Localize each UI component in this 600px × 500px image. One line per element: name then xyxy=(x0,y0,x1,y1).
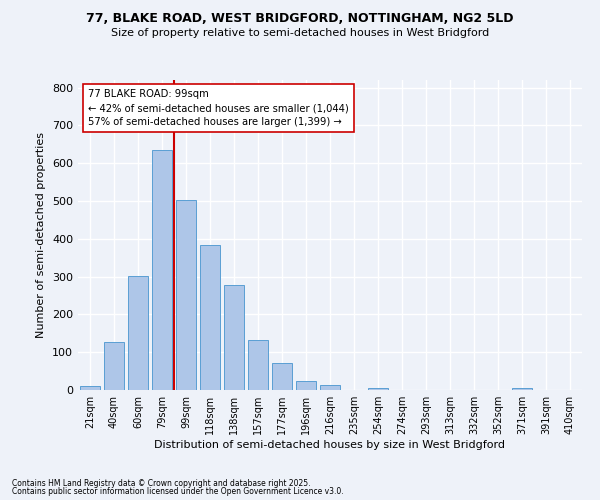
Bar xyxy=(296,380,316,390)
Text: 77 BLAKE ROAD: 99sqm
← 42% of semi-detached houses are smaller (1,044)
57% of se: 77 BLAKE ROAD: 99sqm ← 42% of semi-detac… xyxy=(88,90,349,128)
Bar xyxy=(368,388,388,390)
Bar xyxy=(176,200,196,390)
Y-axis label: Number of semi-detached properties: Number of semi-detached properties xyxy=(37,132,46,338)
Bar xyxy=(224,285,244,390)
Bar xyxy=(104,342,124,390)
Bar xyxy=(272,363,292,390)
Bar xyxy=(512,388,532,390)
Bar xyxy=(128,276,148,390)
Text: 77, BLAKE ROAD, WEST BRIDGFORD, NOTTINGHAM, NG2 5LD: 77, BLAKE ROAD, WEST BRIDGFORD, NOTTINGH… xyxy=(86,12,514,26)
Bar xyxy=(320,386,340,390)
Text: Contains public sector information licensed under the Open Government Licence v3: Contains public sector information licen… xyxy=(12,487,344,496)
Bar xyxy=(200,245,220,390)
Bar xyxy=(152,150,172,390)
Bar xyxy=(248,340,268,390)
X-axis label: Distribution of semi-detached houses by size in West Bridgford: Distribution of semi-detached houses by … xyxy=(155,440,505,450)
Bar xyxy=(80,386,100,390)
Text: Size of property relative to semi-detached houses in West Bridgford: Size of property relative to semi-detach… xyxy=(111,28,489,38)
Text: Contains HM Land Registry data © Crown copyright and database right 2025.: Contains HM Land Registry data © Crown c… xyxy=(12,478,311,488)
